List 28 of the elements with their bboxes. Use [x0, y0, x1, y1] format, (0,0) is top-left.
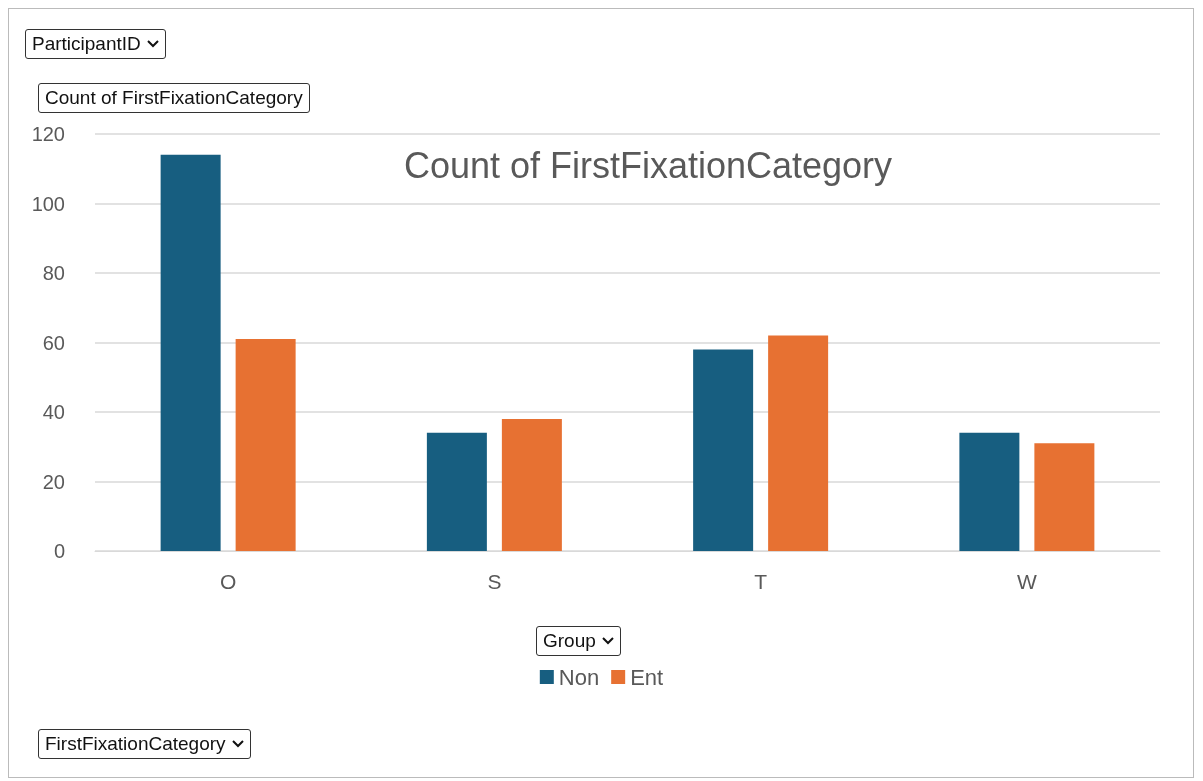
- filter-field-button: ParticipantID: [25, 29, 166, 59]
- legend-label: Ent: [630, 664, 664, 690]
- bar: [235, 339, 296, 551]
- bar: [959, 432, 1020, 551]
- legend-title: Group: [543, 630, 596, 652]
- y-tick-label: 20: [42, 470, 65, 493]
- bar: [693, 349, 754, 551]
- bar: [1034, 443, 1095, 551]
- bar: [768, 335, 829, 551]
- bar: [160, 154, 221, 551]
- y-tick-label: 80: [42, 262, 65, 284]
- bar: [426, 432, 487, 551]
- value-field-button: Count of FirstFixationCategory: [38, 83, 310, 113]
- legend-label: Non: [558, 664, 600, 690]
- y-tick-label: 100: [31, 192, 65, 215]
- x-tick-label: W: [1016, 570, 1037, 593]
- bar: [501, 418, 562, 551]
- axis-field-button: FirstFixationCategory: [38, 729, 251, 759]
- chart-title: Count of FirstFixationCategory: [403, 144, 893, 186]
- y-tick-label: 120: [31, 123, 65, 145]
- x-tick-label: T: [754, 570, 768, 593]
- x-tick-label: O: [219, 570, 237, 593]
- x-tick-label: S: [487, 570, 502, 593]
- y-tick-label: 60: [42, 331, 65, 354]
- y-tick-label: 0: [53, 540, 65, 562]
- y-tick-label: 40: [42, 401, 65, 423]
- y-axis-title: Count of FirstFixationCategory: [45, 87, 303, 109]
- legend-field-button: Group: [536, 626, 621, 656]
